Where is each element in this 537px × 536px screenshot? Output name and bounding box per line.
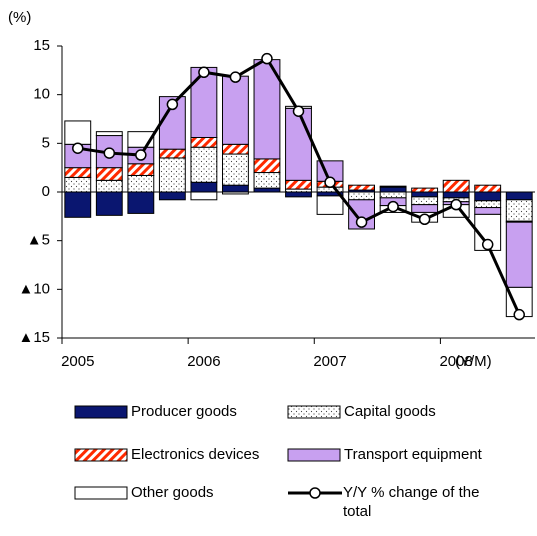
legend-label: Transport equipment: [344, 446, 483, 463]
bar-segment: [253, 172, 281, 189]
bar-segment: [190, 191, 218, 201]
bar-segment: [442, 191, 470, 199]
legend-swatch: [287, 448, 341, 462]
legend-swatch: [74, 405, 128, 419]
bar-segment: [64, 120, 92, 145]
bar-segment: [379, 191, 407, 199]
bar-segment: [505, 221, 533, 288]
bar-segment: [505, 191, 533, 201]
bar-segment: [253, 158, 281, 174]
bar-segment: [158, 157, 186, 193]
line-point: [292, 105, 305, 117]
bar-segment: [222, 75, 249, 145]
bar-segment: [190, 181, 218, 193]
line-point: [103, 147, 116, 159]
bar-segment: [348, 184, 375, 191]
y-tick-label: ▲10: [18, 280, 50, 297]
x-tick-label: 2005: [61, 353, 94, 370]
y-tick-label: 10: [33, 86, 50, 103]
bar-segment: [253, 187, 281, 193]
y-tick-label: ▲15: [18, 329, 50, 346]
bar-segment: [379, 185, 407, 188]
bar-segment: [222, 184, 249, 193]
legend-swatch: [74, 448, 128, 462]
bar-segment: [411, 191, 439, 198]
bar-segment: [158, 148, 186, 159]
bar-segment: [379, 186, 407, 193]
bar-segment: [190, 146, 218, 183]
line-point: [513, 308, 525, 321]
y-tick-label: 0: [42, 183, 50, 200]
legend-label: Producer goods: [131, 403, 237, 420]
legend-marker: [309, 487, 321, 499]
bar-segment: [411, 196, 439, 206]
line-point: [481, 238, 494, 251]
line-point: [198, 66, 210, 79]
legend-label: Capital goods: [344, 403, 436, 420]
legend-label: Other goods: [131, 484, 214, 501]
x-tick-label: 2008: [439, 353, 472, 370]
line-point: [355, 216, 368, 228]
line-point: [418, 213, 431, 226]
bar-segment: [285, 179, 312, 190]
bar-segment: [285, 191, 312, 198]
bar-segment: [222, 191, 249, 195]
bar-segment: [285, 107, 312, 181]
line-point: [166, 98, 179, 111]
x-unit: (Y/M): [455, 353, 492, 370]
bar-segment: [64, 176, 92, 193]
bar-segment: [316, 195, 344, 215]
legend-swatch: [74, 486, 128, 500]
bar-segment: [222, 153, 249, 186]
x-tick-label: 2006: [187, 353, 220, 370]
bar-segment: [474, 200, 502, 209]
bar-segment: [253, 59, 281, 160]
y-tick-label: ▲5: [27, 232, 50, 249]
bar-segment: [95, 131, 123, 137]
bar-segment: [411, 204, 439, 213]
bar-segment: [411, 187, 439, 193]
bar-segment: [64, 167, 92, 178]
line-point: [72, 142, 84, 154]
line-point: [450, 198, 462, 211]
bar-segment: [505, 199, 533, 222]
bar-segment: [442, 179, 470, 193]
legend-label: Electronics devices: [131, 446, 259, 463]
bar-segment: [348, 191, 375, 201]
bar-segment: [95, 179, 123, 193]
bar-segment: [474, 184, 502, 193]
bar-segment: [95, 191, 123, 216]
bar-segment: [190, 136, 218, 148]
legend-swatch: [287, 405, 341, 419]
bar-segment: [127, 191, 155, 214]
line-point: [261, 52, 273, 65]
bar-segment: [474, 207, 502, 215]
bar-segment: [474, 191, 502, 202]
line-point: [229, 71, 242, 83]
line-point: [324, 176, 336, 189]
legend-label: Y/Y % change of the total: [343, 484, 480, 520]
bar-segment: [127, 174, 155, 193]
line-point: [135, 149, 147, 161]
bar-segment: [222, 143, 249, 155]
bar-segment: [95, 167, 123, 181]
bar-segment: [158, 191, 186, 201]
y-tick-label: 5: [42, 134, 50, 151]
y-tick-label: 15: [33, 37, 50, 54]
bar-segment: [127, 163, 155, 176]
bar-segment: [64, 191, 92, 218]
line-point: [387, 200, 399, 213]
x-tick-label: 2007: [313, 353, 346, 370]
y-unit: (%): [8, 9, 31, 26]
